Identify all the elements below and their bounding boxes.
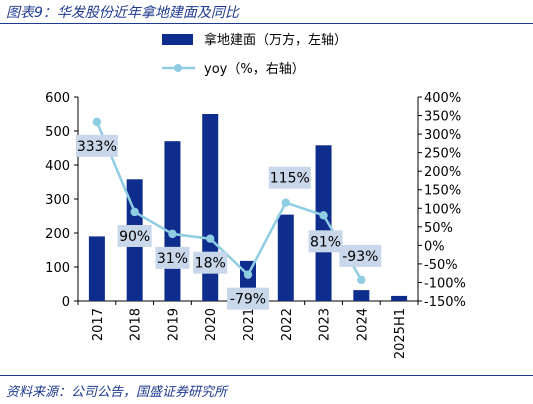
right-tick-label: 150% <box>424 184 461 199</box>
right-tick-label: -150% <box>424 295 466 310</box>
right-tick-label: 250% <box>424 147 461 162</box>
yoy-point <box>206 234 215 243</box>
data-label-box <box>268 166 311 189</box>
data-label: 31% <box>157 251 188 267</box>
legend-marker-line <box>174 64 182 72</box>
left-tick-label: 400 <box>45 159 70 174</box>
right-tick-label: 200% <box>424 165 461 180</box>
left-tick-label: 500 <box>45 125 70 140</box>
data-label-box <box>227 287 269 310</box>
bar <box>277 214 294 301</box>
x-category-label: 2017 <box>91 308 106 341</box>
data-label-box <box>155 246 190 269</box>
left-tick-label: 0 <box>62 295 70 310</box>
yoy-point <box>168 229 177 239</box>
data-label-box <box>193 251 228 274</box>
right-tick-label: -100% <box>424 276 466 291</box>
x-category-label: 2021 <box>242 308 257 341</box>
right-tick-label: 50% <box>424 221 453 236</box>
x-category-label: 2025H1 <box>393 308 408 359</box>
x-category-label: 2024 <box>355 308 370 341</box>
right-tick-label: -50% <box>424 258 458 273</box>
figure-title: 图表9：华发股份近年拿地建面及同比 <box>6 5 239 21</box>
right-tick-label: 400% <box>424 91 461 106</box>
x-category-label: 2022 <box>280 308 295 341</box>
data-label: 333% <box>77 139 117 155</box>
left-tick-label: 600 <box>45 91 70 106</box>
data-label: -93% <box>342 249 378 265</box>
yoy-point <box>319 211 328 220</box>
yoy-point <box>92 117 102 127</box>
legend-swatch-bar <box>162 34 193 45</box>
yoy-point <box>243 270 253 279</box>
x-category-label: 2018 <box>129 308 144 341</box>
yoy-point <box>357 275 366 285</box>
yoy-line <box>95 121 363 281</box>
title-divider <box>0 23 533 24</box>
right-tick-label: 300% <box>424 128 461 143</box>
data-label: 90% <box>119 229 150 245</box>
yoy-point <box>130 207 139 217</box>
right-tick-label: 350% <box>424 110 461 125</box>
source-note: 资料来源：公司公告，国盛证券研究所 <box>6 385 228 400</box>
left-tick-label: 100 <box>45 261 70 276</box>
source-divider <box>0 375 533 376</box>
data-label: 81% <box>310 234 341 250</box>
x-category-label: 2023 <box>318 308 333 341</box>
data-label: 18% <box>195 256 226 272</box>
yoy-point <box>281 198 290 207</box>
x-category-label: 2020 <box>204 308 219 341</box>
data-label: -79% <box>230 292 266 308</box>
right-tick-label: 100% <box>424 202 461 217</box>
left-tick-label: 200 <box>45 227 70 242</box>
data-label: 115% <box>270 171 310 187</box>
data-label-box <box>117 224 152 247</box>
legend-label-bar: 拿地建面（万方，左轴） <box>204 32 347 48</box>
right-tick-label: 0% <box>424 239 445 254</box>
bar <box>353 290 370 301</box>
data-label-box <box>308 230 343 253</box>
bar <box>164 141 181 301</box>
left-tick-label: 300 <box>45 193 70 208</box>
data-label-box <box>339 244 382 267</box>
bar <box>88 236 105 301</box>
legend-label-line: yoy（%，右轴） <box>204 62 305 77</box>
bar <box>315 145 332 301</box>
x-category-label: 2019 <box>166 308 181 341</box>
bar <box>391 295 408 301</box>
data-label-box <box>75 134 118 157</box>
